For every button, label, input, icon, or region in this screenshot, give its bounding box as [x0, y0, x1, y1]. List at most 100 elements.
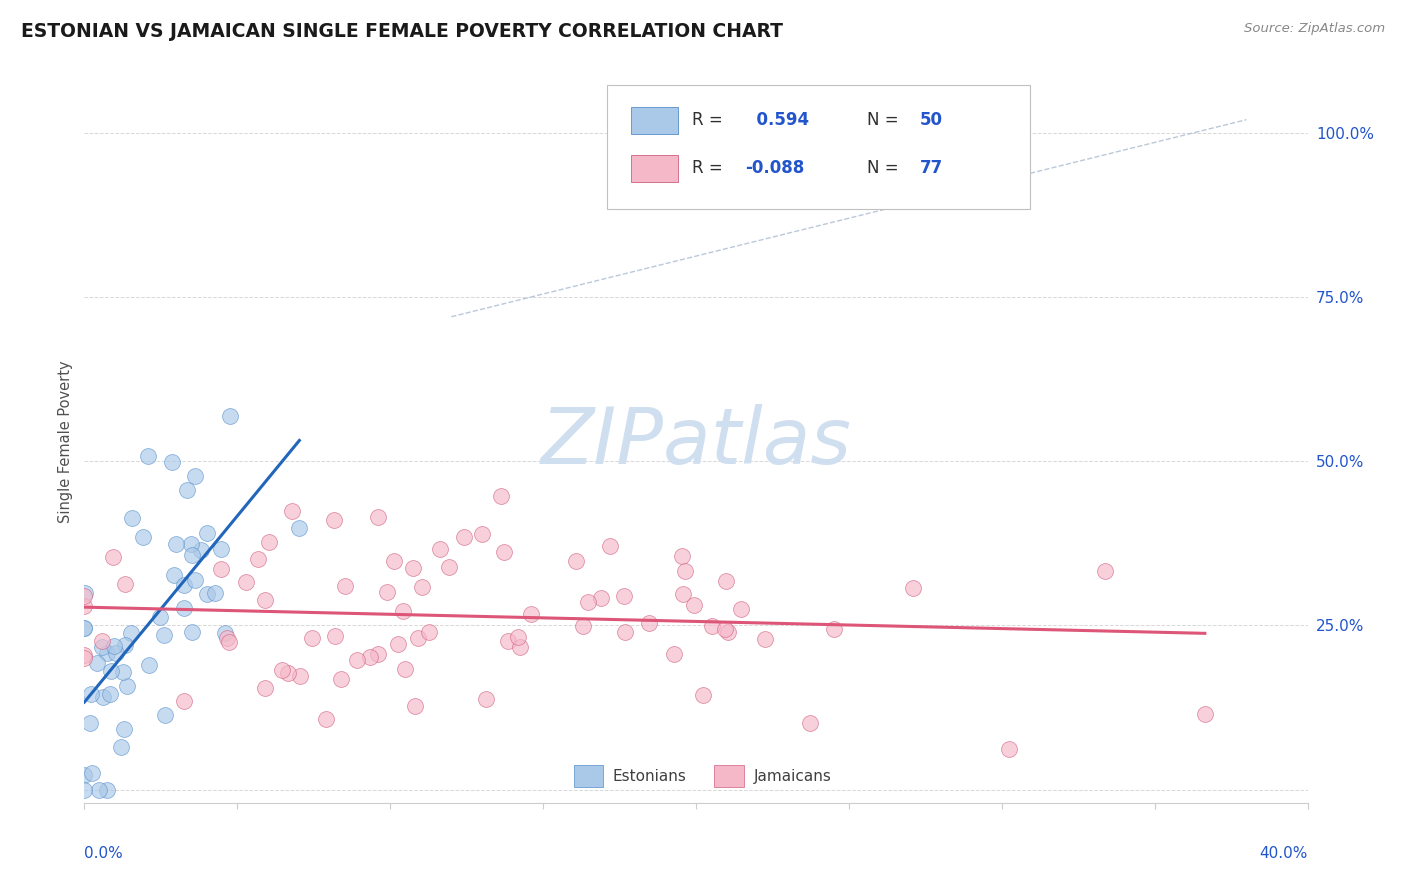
Point	[180, 548, 202, 562]
Point	[281, 504, 304, 518]
Point	[73, 782, 96, 797]
Point	[506, 631, 529, 645]
Point	[246, 552, 269, 566]
Text: 0.594: 0.594	[745, 111, 808, 129]
Point	[509, 640, 531, 654]
Point	[754, 632, 776, 646]
Point	[1094, 564, 1116, 578]
Point	[453, 530, 475, 544]
Point	[180, 625, 202, 640]
Point	[96, 782, 118, 797]
Point	[315, 712, 337, 726]
Point	[683, 598, 706, 612]
Point	[673, 564, 696, 578]
Point	[96, 646, 118, 660]
Point	[166, 537, 188, 551]
Point	[672, 586, 695, 600]
Point	[80, 766, 103, 780]
Point	[153, 628, 176, 642]
Point	[184, 469, 207, 483]
Point	[136, 449, 159, 463]
Point	[195, 526, 218, 541]
Point	[132, 530, 155, 544]
Point	[323, 629, 346, 643]
Point	[100, 664, 122, 678]
Point	[713, 622, 735, 636]
Point	[184, 573, 207, 587]
Point	[301, 631, 323, 645]
Point	[121, 511, 143, 525]
Point	[75, 586, 97, 600]
Point	[799, 715, 821, 730]
Point	[87, 782, 110, 797]
Point	[114, 577, 136, 591]
Point	[333, 579, 356, 593]
Point	[613, 589, 636, 603]
Text: N =: N =	[868, 111, 904, 129]
Point	[498, 634, 520, 648]
Text: Source: ZipAtlas.com: Source: ZipAtlas.com	[1244, 22, 1385, 36]
Point	[489, 489, 512, 503]
Point	[180, 537, 202, 551]
Text: 77: 77	[920, 159, 943, 177]
Point	[382, 554, 405, 568]
Point	[90, 633, 112, 648]
Point	[79, 715, 101, 730]
Point	[322, 513, 344, 527]
Point	[138, 658, 160, 673]
Point	[565, 554, 588, 568]
Point	[73, 768, 96, 782]
Point	[520, 607, 543, 622]
Point	[375, 585, 398, 599]
Point	[209, 541, 232, 556]
Point	[111, 665, 134, 679]
Text: 50: 50	[920, 111, 943, 129]
Point	[404, 699, 426, 714]
Point	[638, 615, 661, 630]
Point	[823, 623, 845, 637]
Point	[112, 722, 135, 736]
Point	[418, 625, 440, 640]
Point	[173, 577, 195, 591]
Point	[437, 559, 460, 574]
Point	[997, 741, 1019, 756]
Point	[367, 509, 389, 524]
Point	[429, 541, 451, 556]
Point	[103, 639, 125, 653]
Text: ESTONIAN VS JAMAICAN SINGLE FEMALE POVERTY CORRELATION CHART: ESTONIAN VS JAMAICAN SINGLE FEMALE POVER…	[21, 22, 783, 41]
Point	[716, 574, 738, 588]
Text: -0.088: -0.088	[745, 159, 804, 177]
Point	[86, 656, 108, 670]
FancyBboxPatch shape	[714, 765, 744, 787]
Point	[576, 595, 599, 609]
Point	[1194, 706, 1216, 721]
Point	[190, 543, 212, 558]
Point	[209, 562, 232, 576]
Point	[73, 648, 96, 662]
Point	[91, 690, 114, 705]
Text: 0.0%: 0.0%	[84, 847, 124, 861]
FancyBboxPatch shape	[631, 107, 678, 135]
Point	[329, 672, 352, 686]
Point	[217, 632, 239, 646]
Point	[173, 694, 195, 708]
Point	[277, 665, 299, 680]
Point	[253, 593, 276, 607]
Point	[163, 567, 186, 582]
Point	[359, 649, 381, 664]
Point	[100, 687, 122, 701]
Point	[204, 586, 226, 600]
Point	[572, 619, 595, 633]
Point	[471, 527, 494, 541]
Point	[254, 681, 277, 695]
Point	[73, 621, 96, 635]
Point	[717, 624, 740, 639]
FancyBboxPatch shape	[574, 765, 603, 787]
Point	[671, 549, 693, 563]
Point	[114, 638, 136, 652]
Point	[664, 647, 686, 661]
Point	[408, 632, 430, 646]
Text: R =: R =	[692, 111, 728, 129]
Point	[149, 610, 172, 624]
Point	[392, 604, 415, 618]
